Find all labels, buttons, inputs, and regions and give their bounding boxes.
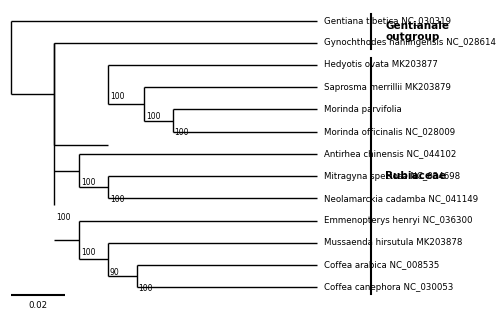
Text: 100: 100	[110, 195, 124, 204]
Text: 100: 100	[110, 92, 124, 101]
Text: 100: 100	[81, 248, 96, 257]
Text: Morinda officinalis NC_028009: Morinda officinalis NC_028009	[324, 127, 455, 136]
Text: Gentiana tibetica NC_030319: Gentiana tibetica NC_030319	[324, 16, 451, 25]
Text: Saprosma merrillii MK203879: Saprosma merrillii MK203879	[324, 83, 451, 92]
Text: Mussaenda hirsutula MK203878: Mussaenda hirsutula MK203878	[324, 238, 462, 247]
Text: 100: 100	[138, 284, 153, 293]
Text: Mitragyna speciosa NC_034698: Mitragyna speciosa NC_034698	[324, 171, 460, 181]
Text: 100: 100	[56, 213, 70, 222]
Text: Gentianale
outgroup: Gentianale outgroup	[385, 21, 449, 42]
Text: Neolamarckia cadamba NC_041149: Neolamarckia cadamba NC_041149	[324, 194, 478, 203]
Text: 100: 100	[174, 128, 189, 137]
Text: 100: 100	[81, 178, 96, 187]
Text: Hedyotis ovata MK203877: Hedyotis ovata MK203877	[324, 61, 438, 69]
Text: Coffea arabica NC_008535: Coffea arabica NC_008535	[324, 261, 440, 269]
Text: Emmenopterys henryi NC_036300: Emmenopterys henryi NC_036300	[324, 216, 472, 225]
Text: Morinda parvifolia: Morinda parvifolia	[324, 105, 402, 114]
Text: Antirhea chinensis NC_044102: Antirhea chinensis NC_044102	[324, 149, 456, 158]
Text: 90: 90	[110, 268, 120, 277]
Text: Coffea canephora NC_030053: Coffea canephora NC_030053	[324, 283, 454, 292]
Text: 0.02: 0.02	[28, 300, 48, 310]
Text: Rubiaceae: Rubiaceae	[385, 171, 446, 181]
Text: Gynochthodes nanlingensis NC_028614: Gynochthodes nanlingensis NC_028614	[324, 38, 496, 47]
Text: 100: 100	[146, 112, 160, 121]
